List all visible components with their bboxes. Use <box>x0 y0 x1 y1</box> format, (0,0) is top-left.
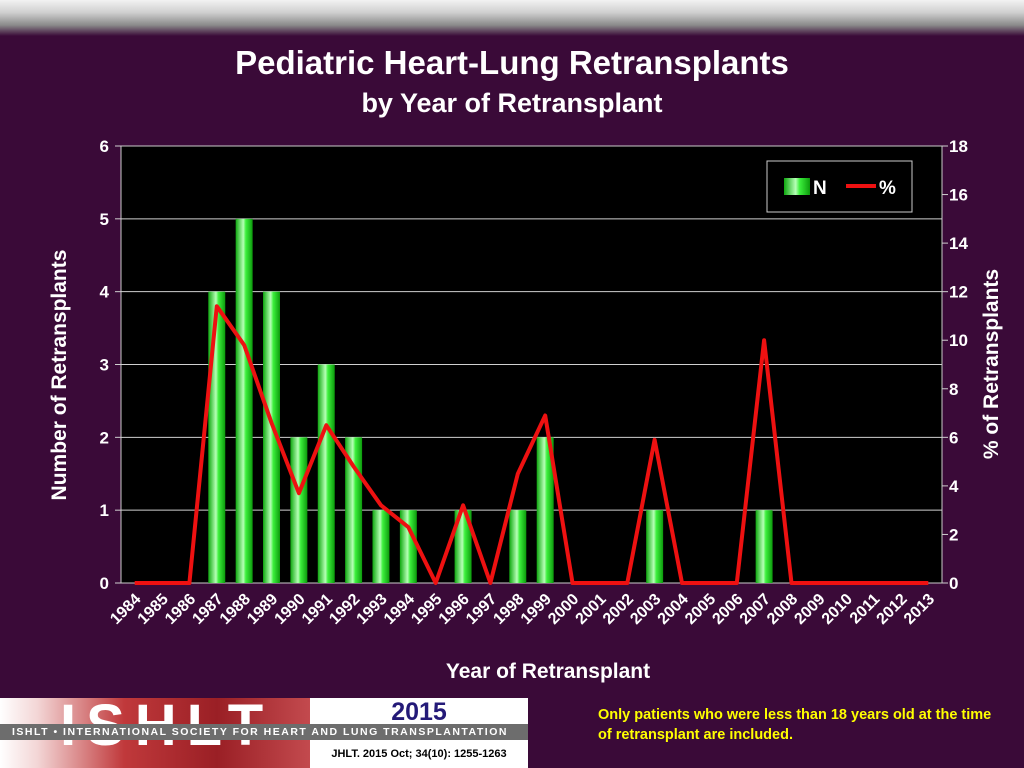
chart-title: Pediatric Heart-Lung Retransplants <box>235 44 789 81</box>
legend-label-line: % <box>879 178 896 199</box>
y2-tick-label: 14 <box>949 234 968 253</box>
x-tick-label: 1984 <box>107 591 144 628</box>
legend-label-bar: N <box>813 178 827 199</box>
y-tick-label: 0 <box>100 574 109 593</box>
x-tick-label: 1986 <box>162 591 199 628</box>
top-gradient-band <box>0 0 1024 36</box>
x-tick-label: 1990 <box>272 591 309 628</box>
bar <box>235 218 253 584</box>
y2-tick-label: 12 <box>949 283 968 302</box>
x-tick-label: 2001 <box>573 591 610 628</box>
x-tick-label: 1998 <box>490 591 527 628</box>
x-tick-label: 1991 <box>299 591 336 628</box>
organization-name: ISHLT • INTERNATIONAL SOCIETY FOR HEART … <box>0 724 528 740</box>
bar <box>755 510 773 583</box>
x-axis-title: Year of Retransplant <box>446 660 650 683</box>
x-tick-label: 2000 <box>545 591 582 628</box>
x-tick-label: 2007 <box>737 591 774 628</box>
bar <box>208 291 226 583</box>
x-tick-label: 1992 <box>326 591 363 628</box>
x-tick-label: 2008 <box>764 591 801 628</box>
y2-tick-label: 16 <box>949 186 968 205</box>
bar <box>263 291 281 583</box>
x-tick-label: 2006 <box>709 591 746 628</box>
x-tick-label: 1988 <box>217 591 254 628</box>
x-tick-label: 2013 <box>901 591 938 628</box>
y2-tick-label: 2 <box>949 525 958 544</box>
y2-tick-label: 8 <box>949 380 958 399</box>
x-tick-label: 2004 <box>655 591 692 628</box>
x-tick-label: 2005 <box>682 591 719 628</box>
footnote: Only patients who were less than 18 year… <box>598 707 992 743</box>
bar <box>454 510 472 583</box>
bar <box>399 510 417 583</box>
x-tick-label: 2003 <box>627 591 664 628</box>
chart-subtitle: by Year of Retransplant <box>361 88 663 118</box>
bar <box>536 437 554 583</box>
x-tick-label: 1989 <box>244 591 281 628</box>
y2-tick-label: 4 <box>949 477 959 496</box>
x-tick-label: 1993 <box>354 591 391 628</box>
bar <box>317 364 335 583</box>
bar <box>290 437 308 583</box>
x-tick-label: 1994 <box>381 591 418 628</box>
x-tick-label: 2010 <box>819 591 856 628</box>
x-tick-label: 1987 <box>189 591 226 628</box>
y-tick-label: 2 <box>100 428 109 447</box>
y-tick-label: 3 <box>100 356 109 375</box>
y-tick-label: 4 <box>100 283 110 302</box>
y-tick-label: 5 <box>100 210 109 229</box>
x-tick-label: 1995 <box>408 591 445 628</box>
y2-tick-label: 0 <box>949 574 958 593</box>
x-tick-label: 2012 <box>874 591 911 628</box>
x-tick-label: 2002 <box>600 591 637 628</box>
y-axis-title: Number of Retransplants <box>48 250 71 501</box>
x-tick-label: 1999 <box>518 591 555 628</box>
x-tick-label: 1997 <box>463 591 500 628</box>
y2-tick-label: 18 <box>949 137 968 156</box>
x-tick-label: 1985 <box>135 591 172 628</box>
x-tick-label: 2011 <box>847 591 884 628</box>
y-tick-label: 6 <box>100 137 109 156</box>
y2-tick-label: 10 <box>949 331 968 350</box>
bar <box>646 510 664 583</box>
series-line <box>134 304 929 585</box>
report-year: 2015 <box>310 698 528 726</box>
chart-canvas: 0123456024681012141618198419851986198719… <box>48 137 1003 683</box>
x-tick-label: 1996 <box>436 591 473 628</box>
legend-swatch-bar <box>784 178 810 195</box>
y2-axis-title: % of Retransplants <box>980 269 1003 459</box>
y-tick-label: 1 <box>100 501 109 520</box>
x-tick-label: 2009 <box>791 591 828 628</box>
y2-tick-label: 6 <box>949 428 958 447</box>
bar <box>509 510 527 583</box>
citation: JHLT. 2015 Oct; 34(10): 1255-1263 <box>310 740 528 768</box>
bar <box>372 510 390 583</box>
